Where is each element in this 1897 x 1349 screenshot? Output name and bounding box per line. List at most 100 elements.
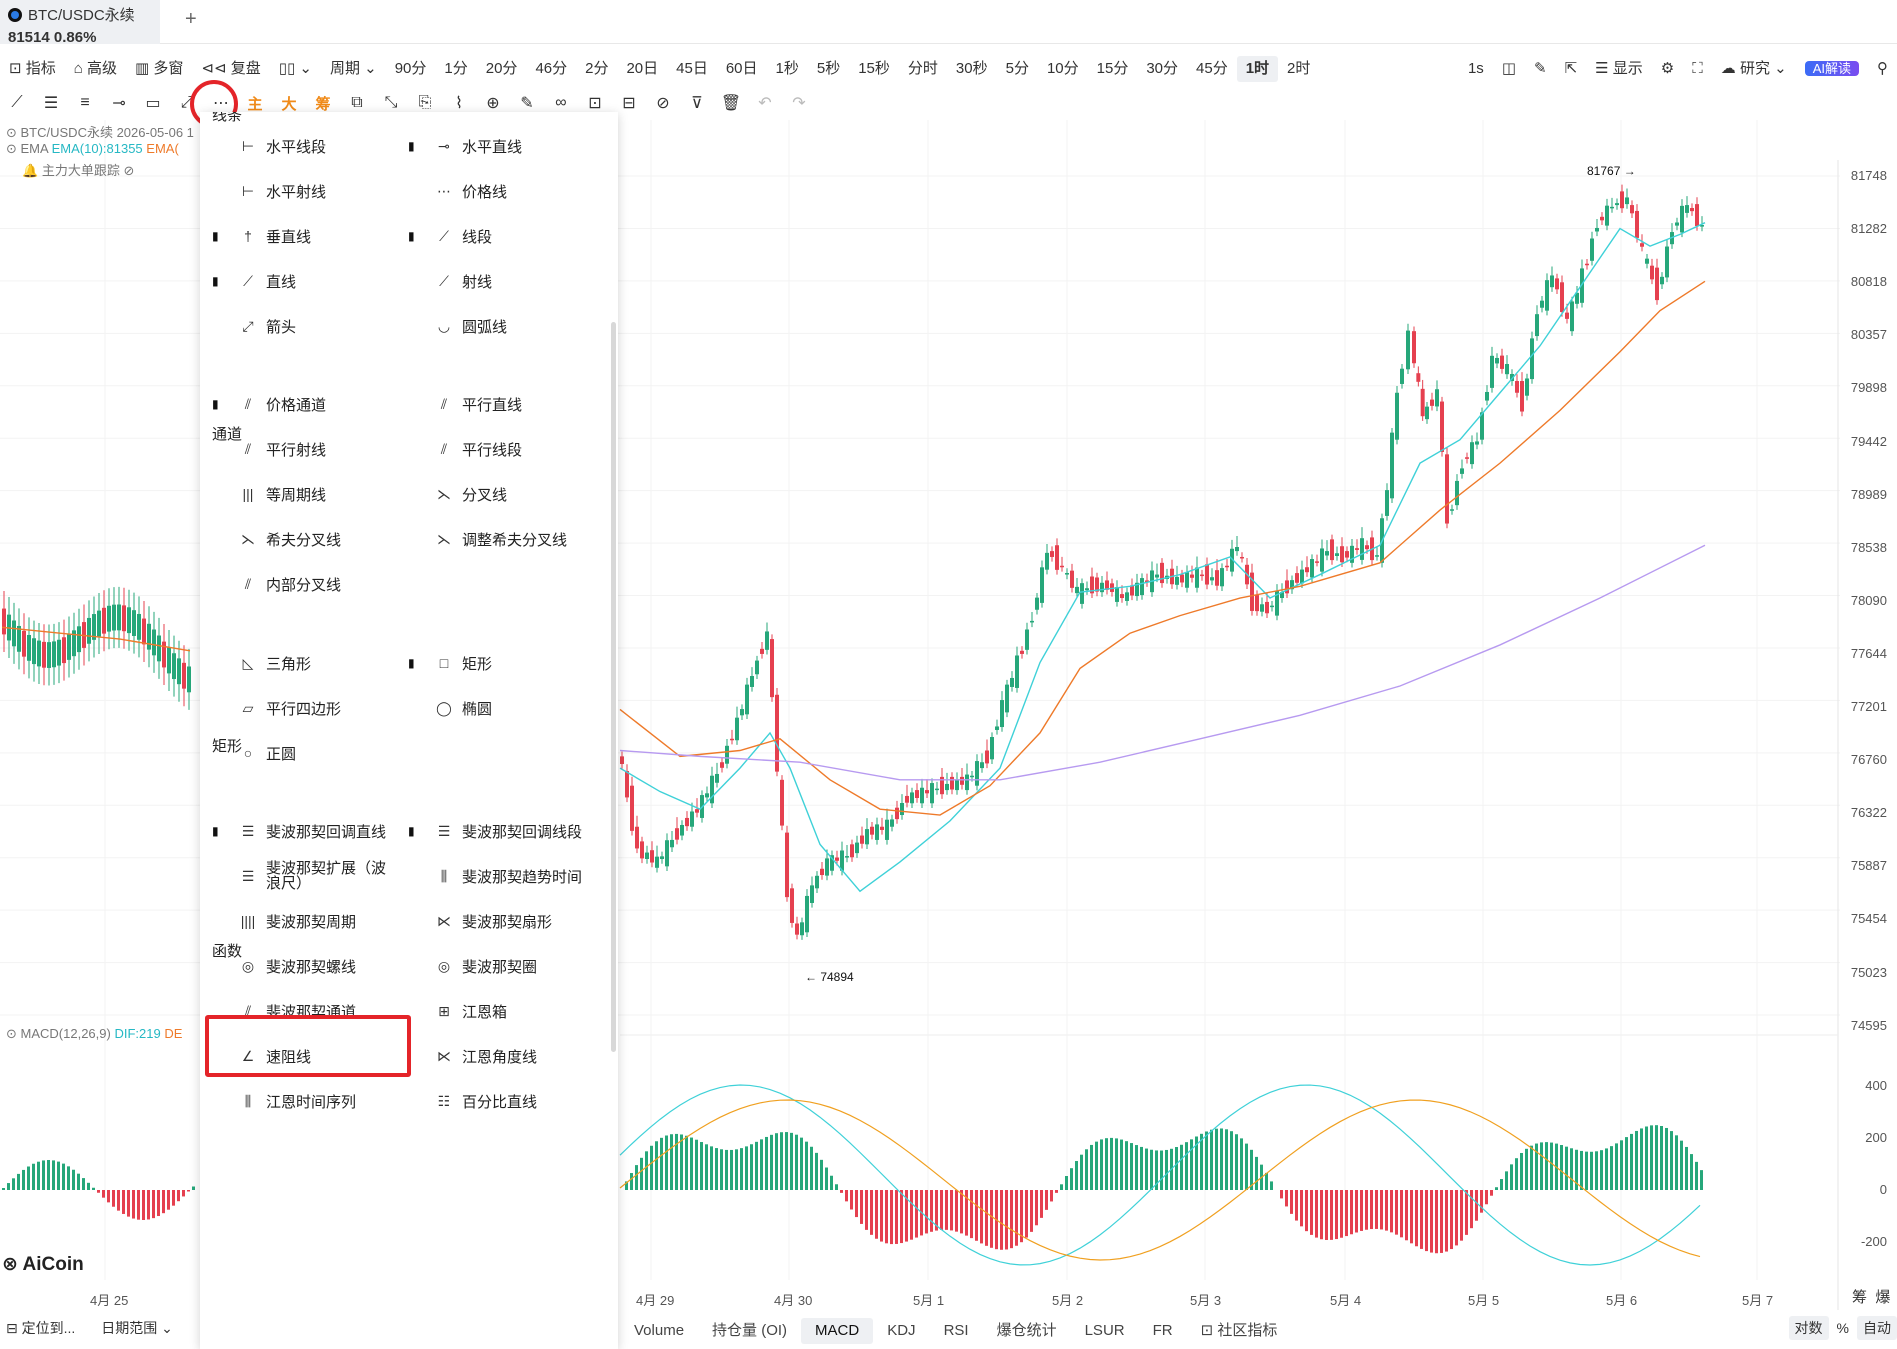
menu-item-13[interactable]: ⫽ 平行线段 xyxy=(408,429,522,469)
period-7[interactable]: 60日 xyxy=(725,60,758,77)
locate-button[interactable]: ⊟ 定位到... xyxy=(6,1320,76,1336)
menu-item-8[interactable]: ⤢ 箭头 xyxy=(212,306,296,346)
ruler-icon[interactable]: ⌇ xyxy=(455,95,463,112)
indicator-tab-8[interactable]: ⊡ 社区指标 xyxy=(1200,1322,1278,1339)
bookmark-icon[interactable]: ▮ xyxy=(212,229,219,243)
menu-item-36[interactable]: ⫼ 江恩时间序列 xyxy=(212,1081,356,1121)
menu-item-21[interactable]: ▱ 平行四边形 xyxy=(212,688,341,728)
period-16[interactable]: 30分 xyxy=(1146,60,1179,77)
layers-icon[interactable]: ⎘ xyxy=(418,94,432,111)
brush-icon[interactable]: ✎ xyxy=(520,95,534,112)
eye-icon[interactable]: ⊟ xyxy=(622,95,636,112)
menu-item-3[interactable]: ⋯ 价格线 xyxy=(408,171,507,211)
trash-icon[interactable]: 🗑 xyxy=(720,95,742,112)
menu-item-16[interactable]: ⋋ 希夫分叉线 xyxy=(212,519,341,559)
menu-item-27[interactable]: ⫼ 斐波那契趋势时间 xyxy=(408,856,582,896)
replay-button[interactable]: ⊲⊲ 复盘 xyxy=(201,60,261,77)
period-8[interactable]: 1秒 xyxy=(775,60,799,77)
copy-icon[interactable]: ⧉ xyxy=(351,94,363,111)
period-4[interactable]: 2分 xyxy=(585,60,609,77)
period-11[interactable]: 分时 xyxy=(907,60,938,77)
chips-toggle[interactable]: 筹 爆 xyxy=(1852,1286,1890,1307)
rectangle-icon[interactable]: ▭ xyxy=(145,95,161,112)
link-icon[interactable]: ⊘ xyxy=(656,95,670,112)
bookmark-icon[interactable]: ▮ xyxy=(212,397,219,411)
menu-item-18[interactable]: ⫽ 内部分叉线 xyxy=(212,564,341,604)
filter-icon[interactable]: ⊽ xyxy=(691,95,703,112)
menu-item-28[interactable]: |||| 斐波那契周期 xyxy=(212,901,356,941)
menu-item-24[interactable]: ▮ ☰ 斐波那契回调直线 xyxy=(212,811,386,851)
chips-button[interactable]: 筹 xyxy=(315,95,331,113)
period-1[interactable]: 1分 xyxy=(444,60,468,77)
menu-item-12[interactable]: ⫽ 平行射线 xyxy=(212,429,326,469)
menu-item-22[interactable]: ◯ 椭圆 xyxy=(408,688,492,728)
menu-item-25[interactable]: ▮ ☰ 斐波那契回调线段 xyxy=(408,811,582,851)
settings-icon[interactable]: ⚙ xyxy=(1660,60,1675,77)
menu-item-35[interactable]: ⋉ 江恩角度线 xyxy=(408,1036,537,1076)
bookmark-icon[interactable]: ▮ xyxy=(408,656,415,670)
menu-item-19[interactable]: ◺ 三角形 xyxy=(212,643,311,683)
s1-button[interactable]: 1s xyxy=(1467,60,1484,77)
eye-off-icon[interactable]: ⊘ xyxy=(123,163,135,178)
lock-icon[interactable]: ⊡ xyxy=(588,95,602,112)
period-15[interactable]: 15分 xyxy=(1096,60,1129,77)
period-5[interactable]: 20日 xyxy=(626,60,659,77)
menu-item-4[interactable]: ▮ † 垂直线 xyxy=(212,216,311,256)
advanced-button[interactable]: ⌂ 高级 xyxy=(73,60,118,77)
period-13[interactable]: 5分 xyxy=(1005,60,1029,77)
menu-scrollbar[interactable] xyxy=(611,322,616,1052)
camera-icon[interactable]: ◫ xyxy=(1501,60,1516,77)
horizontal-lines-icon[interactable]: ☰ xyxy=(43,95,59,112)
menu-item-2[interactable]: ⊢ 水平射线 xyxy=(212,171,326,211)
bookmark-icon[interactable]: ▮ xyxy=(408,139,415,153)
menu-item-26[interactable]: ☰ 斐波那契扩展（波浪尺） xyxy=(212,856,396,896)
redo-icon[interactable]: ↷ xyxy=(792,95,806,112)
log-scale-button[interactable]: 对数 xyxy=(1788,1316,1829,1340)
period-3[interactable]: 46分 xyxy=(535,60,568,77)
parallel-lines-icon[interactable]: ≡ xyxy=(80,94,90,111)
menu-item-0[interactable]: ⊢ 水平线段 xyxy=(212,126,326,166)
indicator-tab-0[interactable]: Volume xyxy=(620,1318,698,1344)
bookmark-icon[interactable]: ▮ xyxy=(408,229,415,243)
menu-item-23[interactable]: ○ 正圆 xyxy=(212,733,296,773)
menu-item-10[interactable]: ▮ ⫽ 价格通道 xyxy=(212,384,326,424)
menu-item-30[interactable]: ◎ 斐波那契螺线 xyxy=(212,946,356,986)
measure-icon[interactable]: ⤡ xyxy=(384,94,398,111)
display-button[interactable]: ☰ 显示 xyxy=(1595,60,1643,77)
multi-window-button[interactable]: ▥ 多窗 xyxy=(135,60,184,77)
menu-item-15[interactable]: ⋋ 分叉线 xyxy=(408,474,507,514)
period-2[interactable]: 20分 xyxy=(485,60,518,77)
menu-item-5[interactable]: ▮ ⟋ 线段 xyxy=(408,216,492,256)
ai-button[interactable]: AI解读 xyxy=(1796,56,1868,82)
bookmark-icon[interactable]: ▮ xyxy=(408,824,415,838)
menu-item-11[interactable]: ⫽ 平行直线 xyxy=(408,384,522,424)
pin-icon[interactable]: ⚲ xyxy=(1877,60,1888,77)
menu-item-6[interactable]: ▮ ⟋ 直线 xyxy=(212,261,296,301)
menu-item-1[interactable]: ▮ ⊸ 水平直线 xyxy=(408,126,522,166)
undo-icon[interactable]: ↶ xyxy=(758,95,772,112)
indicator-tab-1[interactable]: 持仓量 (OI) xyxy=(698,1318,801,1344)
menu-item-31[interactable]: ◎ 斐波那契圈 xyxy=(408,946,537,986)
period-10[interactable]: 15秒 xyxy=(858,60,890,77)
period-6[interactable]: 45日 xyxy=(676,60,708,77)
bookmark-icon[interactable]: ▮ xyxy=(212,274,219,288)
magnet-icon[interactable]: ∞ xyxy=(555,94,567,111)
indicator-tab-7[interactable]: FR xyxy=(1139,1318,1187,1344)
add-tab-button[interactable]: + xyxy=(185,8,197,30)
share-icon[interactable]: ⇱ xyxy=(1564,60,1578,77)
menu-item-14[interactable]: ||| 等周期线 xyxy=(212,474,326,514)
candle-type-button[interactable]: ▯▯ ⌄ xyxy=(278,60,312,77)
main-button[interactable]: 主 xyxy=(247,95,263,113)
percent-scale-button[interactable]: % xyxy=(1836,1320,1849,1336)
menu-item-9[interactable]: ◡ 圆弧线 xyxy=(408,306,507,346)
indicator-tab-2[interactable]: MACD xyxy=(801,1318,874,1344)
fullscreen-icon[interactable]: ⛶ xyxy=(1692,60,1703,77)
period-17[interactable]: 45分 xyxy=(1196,60,1228,77)
trend-line-icon[interactable]: ⟋ xyxy=(11,94,23,111)
period-19[interactable]: 2时 xyxy=(1287,60,1311,77)
period-12[interactable]: 30秒 xyxy=(955,60,988,77)
period-14[interactable]: 10分 xyxy=(1046,60,1079,77)
zoom-icon[interactable]: ⊕ xyxy=(486,95,500,112)
menu-item-33[interactable]: ⊞ 江恩箱 xyxy=(408,991,507,1031)
pen-icon[interactable]: ✎ xyxy=(1534,60,1547,77)
